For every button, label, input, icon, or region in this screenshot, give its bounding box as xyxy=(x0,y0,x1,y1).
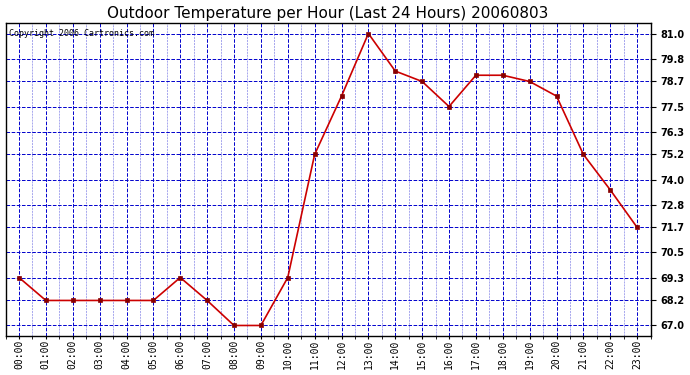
Text: Copyright 2006 Cartronics.com: Copyright 2006 Cartronics.com xyxy=(9,29,154,38)
Title: Outdoor Temperature per Hour (Last 24 Hours) 20060803: Outdoor Temperature per Hour (Last 24 Ho… xyxy=(108,6,549,21)
